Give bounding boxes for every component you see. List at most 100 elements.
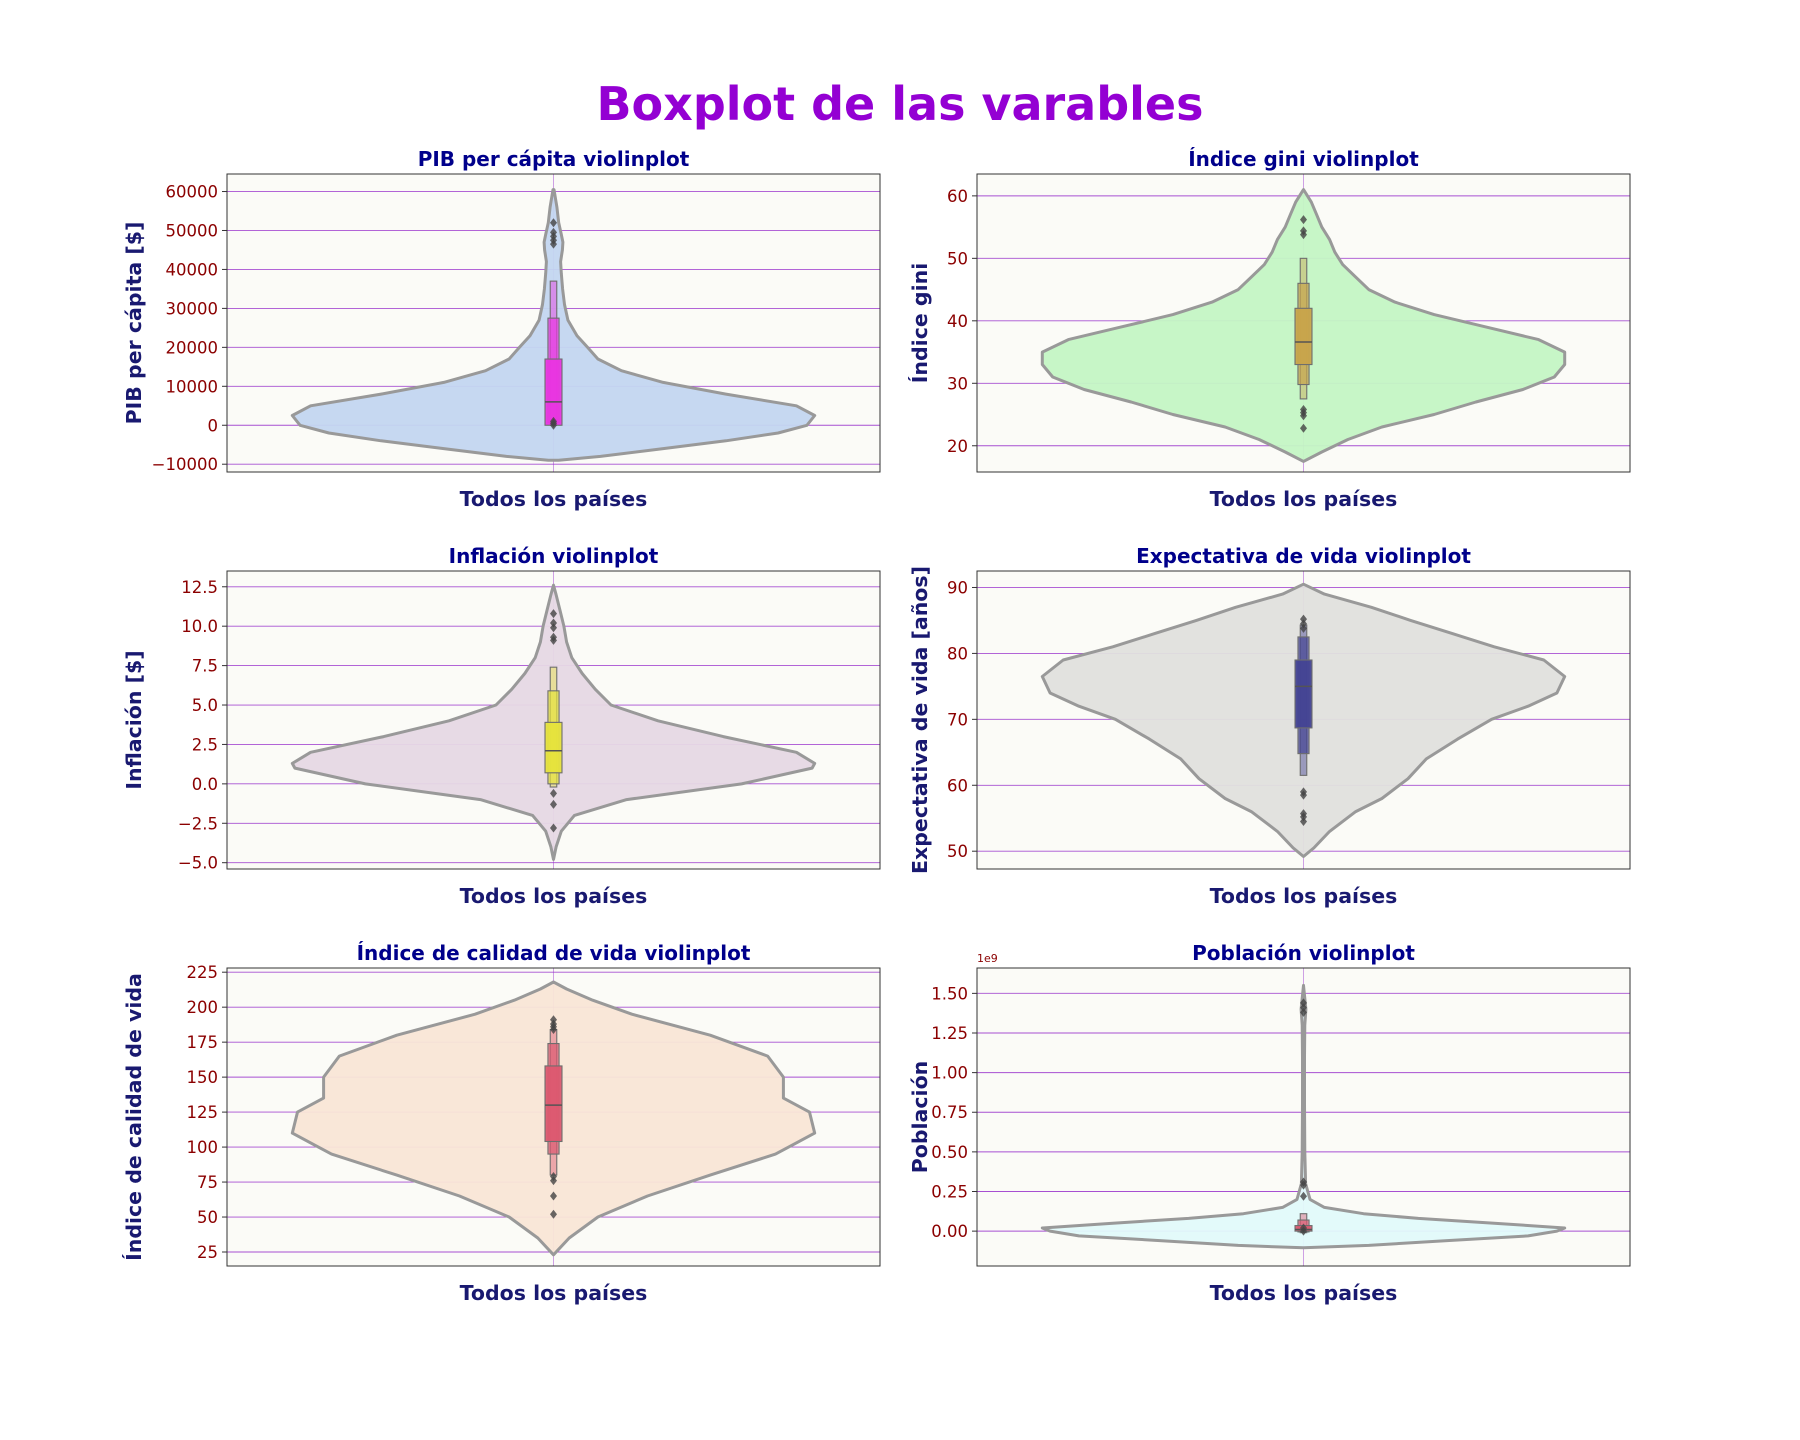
y-tick-label: −2.5 [178,814,218,833]
outlier-point [550,1015,557,1025]
axes-frame [226,967,881,1267]
y-tick-label: 90 [947,578,968,597]
y-tick-label: 30000 [166,299,219,318]
y-tick-label: −5.0 [178,854,218,873]
outlier-point [1300,998,1307,1008]
outlier-point [550,623,557,633]
panel-title: Expectativa de vida violinplot [1136,544,1471,568]
y-tick-label: 50 [947,842,968,861]
y-tick-label: 50000 [166,221,219,240]
y-tick-label: 0 [208,416,219,435]
outlier-point [1300,1007,1307,1017]
y-axis-label: Índice gini [907,263,932,383]
outlier-point [550,823,557,833]
x-axis-label: Todos los países [460,1281,648,1305]
chart-panel: 20 30 40 50 60 Índice gini violinplot Todos lo… [907,147,1631,511]
y-tick-label: −10000 [152,455,218,474]
outlier-point [550,618,557,628]
y-tick-label: 0.75 [931,1103,968,1122]
y-tick-label: 60 [947,187,968,206]
outlier-point [550,1171,557,1181]
y-tick-label: 1.25 [931,1024,968,1043]
outlier-point [550,227,557,237]
y-axis-label: PIB per cápita [$] [122,222,146,425]
y-tick-label: 0.25 [931,1183,968,1202]
y-tick-label: 10.0 [181,617,218,636]
outlier-point [1300,1223,1307,1233]
box-level [544,358,563,426]
x-axis-label: Todos los países [1210,487,1398,511]
outlier-point [550,609,557,619]
x-axis-label: Todos los países [460,487,648,511]
panel-title: Inflación violinplot [449,544,659,568]
axes-frame [226,173,881,473]
box-level [544,721,563,774]
outlier-point [1300,619,1307,629]
y-tick-label: 10000 [166,377,219,396]
outlier-point [1300,1177,1307,1187]
y-tick-label: 150 [187,1068,219,1087]
y-tick-label: 20000 [166,338,219,357]
outlier-point [1300,226,1307,236]
y-tick-label: 100 [187,1138,219,1157]
y-tick-label: 1.00 [931,1064,968,1083]
panel-title: Índice de calidad de vida violinplot [357,941,751,965]
chart-panel: 50 60 70 80 90 Expectativa de vida violinplot… [908,544,1631,908]
y-tick-label: 25 [197,1243,218,1262]
y-tick-label: 40 [947,312,968,331]
y-tick-label: 50 [197,1208,218,1227]
panel-title: PIB per cápita violinplot [418,147,690,171]
box-level [544,1065,563,1143]
axes-frame [976,570,1631,870]
x-axis-label: Todos los países [460,884,648,908]
axis-offset-label: 1e9 [977,952,998,965]
outlier-point [550,799,557,809]
y-tick-label: 80 [947,644,968,663]
y-tick-label: 20 [947,437,968,456]
outlier-point [1300,1191,1307,1201]
y-tick-label: 0.00 [931,1222,968,1241]
box-level [1294,659,1313,729]
chart-panel: −5.0 −2.5 0.0 2.5 5.0 7.5 10.0 12.5 Inflación vi… [122,544,881,908]
y-axis-label: Inflación [$] [122,650,146,789]
y-axis-label: Población [908,1061,932,1174]
y-tick-label: 40000 [166,260,219,279]
y-tick-label: 75 [197,1173,218,1192]
panel-title: Índice gini violinplot [1188,147,1419,171]
x-axis-label: Todos los países [1210,1281,1398,1305]
y-axis-label: Expectativa de vida [años] [908,566,932,874]
figure-title: Boxplot de las varables [596,77,1203,131]
y-tick-label: 200 [187,998,219,1017]
outlier-point [1300,787,1307,797]
y-tick-label: 60000 [166,183,219,202]
y-tick-label: 60 [947,776,968,795]
chart-panel: 0.00 0.25 0.50 0.75 1.00 1.25 1.50 1e9 Población… [908,941,1631,1305]
outlier-point [550,218,557,228]
box-level [1294,307,1313,366]
chart-panel: −10000 0 10000 20000 30000 40000 50000 60000 PIB… [122,147,881,511]
outlier-point [1300,809,1307,819]
axes-frame [976,173,1631,473]
y-tick-label: 125 [187,1103,219,1122]
y-tick-label: 70 [947,710,968,729]
outlier-point [1300,405,1307,415]
outlier-point [1300,817,1307,827]
outlier-point [550,1191,557,1201]
outlier-point [1300,1003,1307,1013]
y-tick-label: 0.0 [192,775,218,794]
violin-body [1040,983,1567,1250]
outlier-point [550,416,557,426]
y-tick-label: 50 [947,249,968,268]
y-axis-label: Índice de calidad de vida [121,973,146,1261]
chart-panel: 25 50 75 100 125 150 175 200 225 Índice de calida… [121,941,881,1305]
axes-frame [226,570,881,870]
y-tick-label: 0.50 [931,1143,968,1162]
outlier-point [1300,623,1307,633]
outlier-point [1300,215,1307,225]
y-tick-label: 30 [947,374,968,393]
y-tick-label: 5.0 [192,696,218,715]
outlier-point [1300,614,1307,624]
outlier-point [1300,423,1307,433]
y-tick-label: 175 [187,1033,219,1052]
outlier-point [550,788,557,798]
